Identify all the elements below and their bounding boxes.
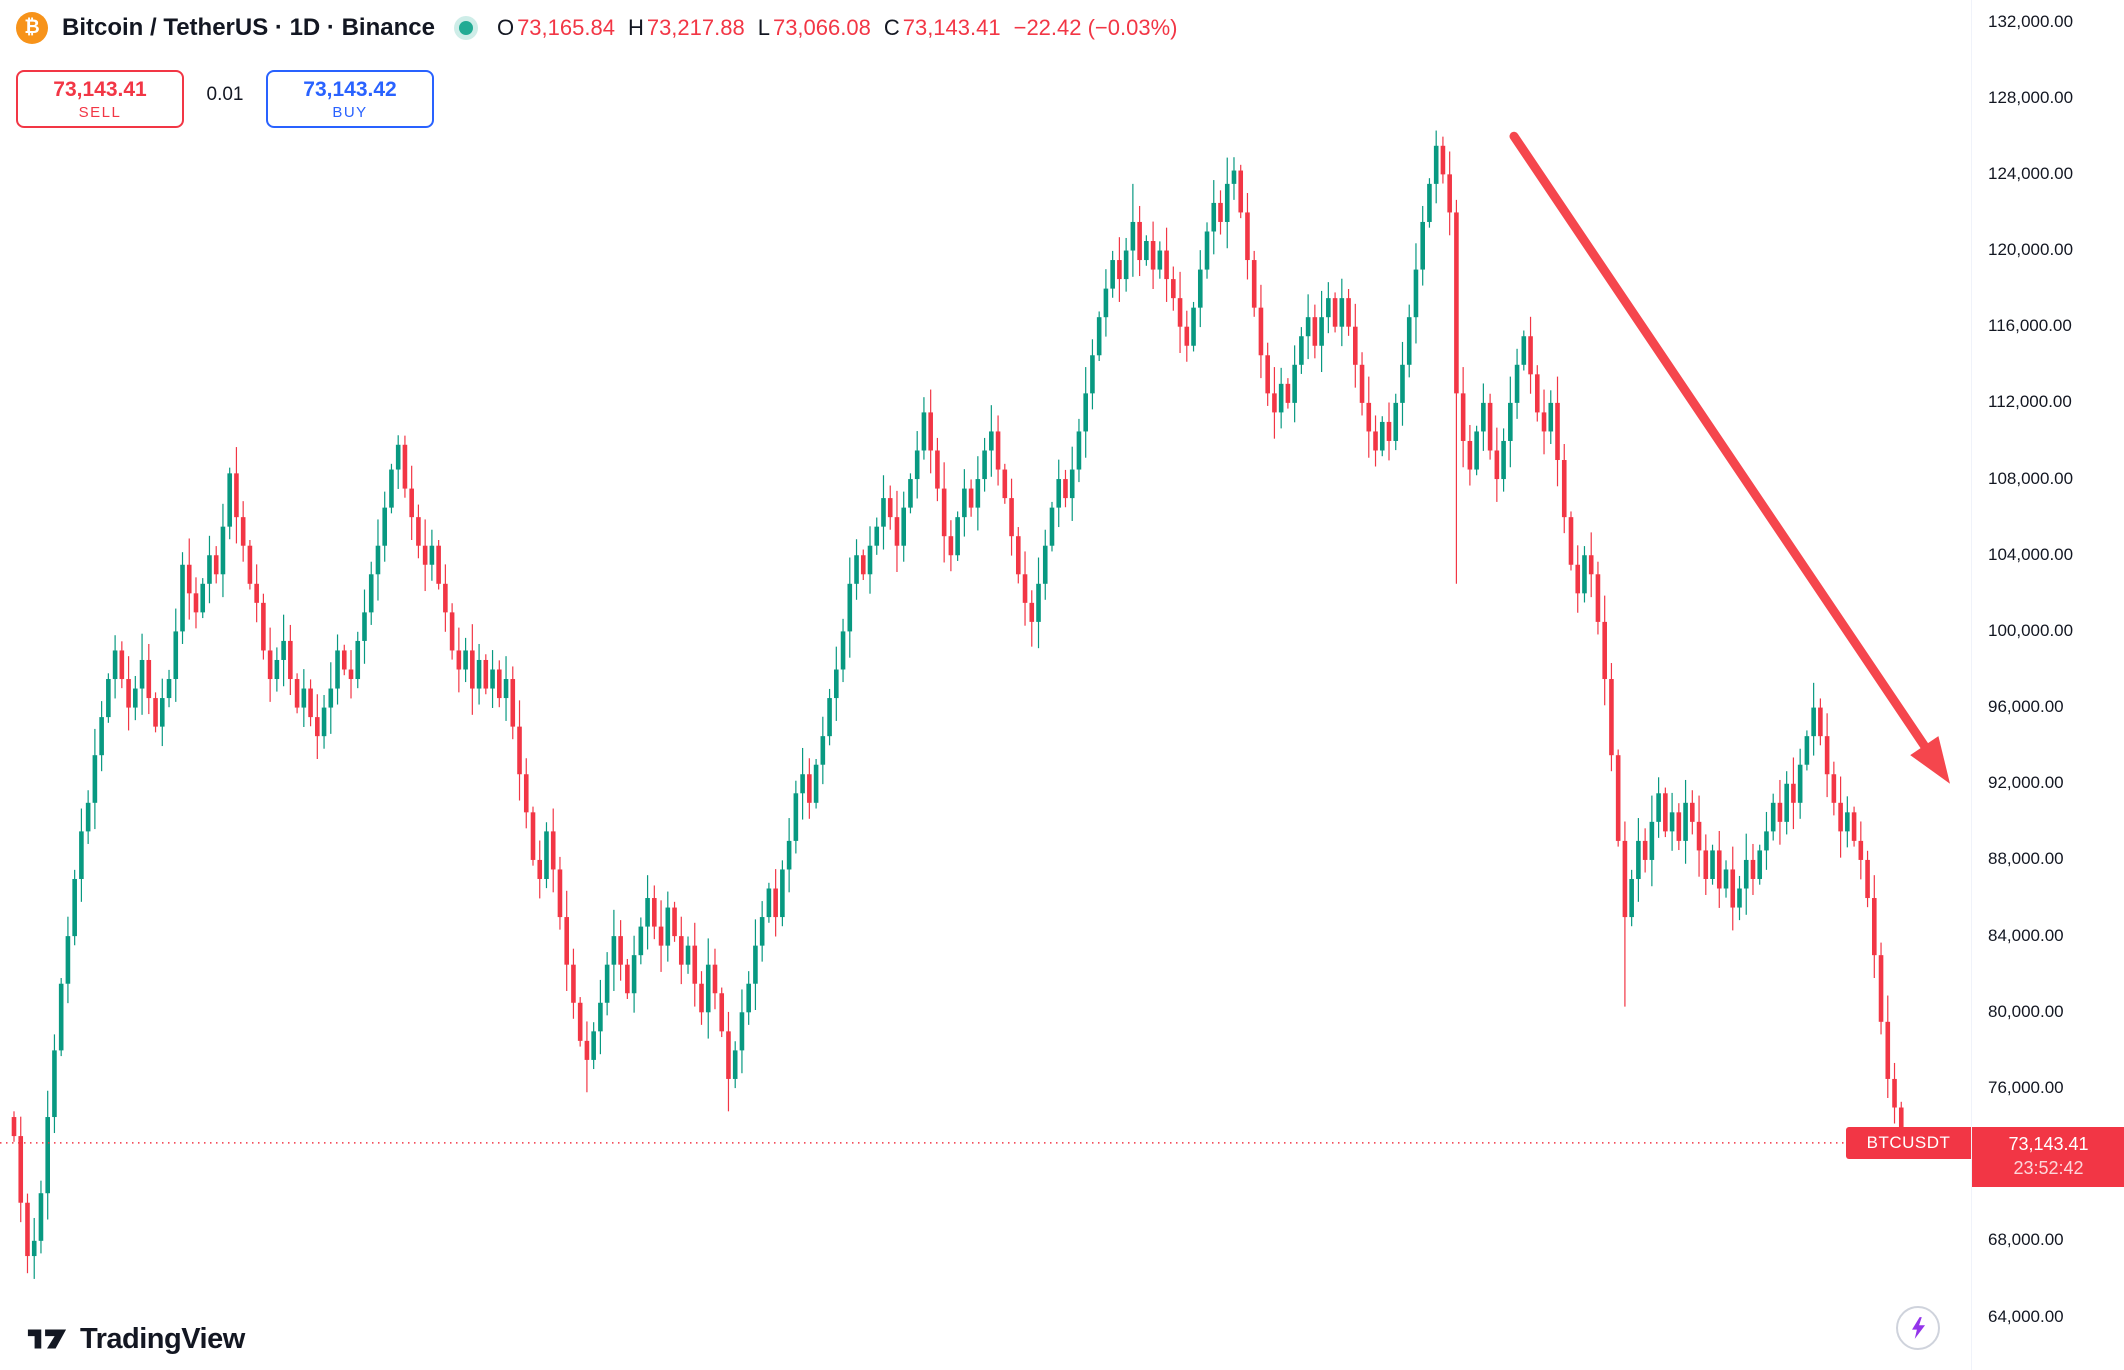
candlestick-chart (0, 130, 1950, 1279)
price-axis-label: 112,000.00 (1988, 392, 2072, 412)
price-axis-label: 96,000.00 (1988, 697, 2064, 717)
trade-buttons: 73,143.41 SELL 0.01 73,143.42 BUY (16, 70, 434, 128)
last-price-value: 73,143.41 (2008, 1134, 2089, 1155)
open-value: O 73,165.84 (496, 15, 615, 40)
sell-button[interactable]: 73,143.41 SELL (16, 70, 184, 128)
price-axis-label: 120,000.00 (1988, 240, 2074, 260)
sell-price: 73,143.41 (53, 77, 147, 101)
trend-arrow-line (1509, 131, 1933, 756)
price-axis-label: 128,000.00 (1988, 87, 2074, 107)
price-axis-label: 132,000.00 (1988, 11, 2074, 31)
chart-canvas[interactable]: BTCUSDT (0, 0, 1971, 1370)
chart-legend: ₿ Bitcoin / TetherUS · 1D · Binance O 73… (16, 12, 1178, 44)
change-value: −22.42 (−0.03%) (1013, 15, 1178, 40)
price-axis-label: 104,000.00 (1988, 544, 2074, 564)
last-price-axis-label: 73,143.41 23:52:42 (1972, 1126, 2124, 1187)
close-value: C 73,143.41 (883, 15, 1001, 40)
price-axis-label: 124,000.00 (1988, 163, 2074, 183)
bar-countdown: 23:52:42 (2013, 1158, 2084, 1179)
market-status-dot[interactable] (458, 21, 473, 35)
price-axis[interactable]: 73,143.41 23:52:42 132,000.00 128,000.00 1… (1971, 0, 2124, 1370)
price-axis-label: 80,000.00 (1988, 1001, 2064, 1021)
boost-button[interactable] (1896, 1306, 1940, 1350)
price-axis-label: 116,000.00 (1988, 316, 2072, 336)
buy-button[interactable]: 73,143.42 BUY (266, 70, 434, 128)
lightning-icon (1912, 1317, 1926, 1339)
buy-label: BUY (332, 103, 368, 121)
price-axis-label: 68,000.00 (1988, 1230, 2064, 1250)
price-axis-label: 92,000.00 (1988, 773, 2064, 793)
low-value: L 73,066.08 (757, 15, 871, 40)
high-value: H 73,217.88 (627, 15, 745, 40)
price-axis-label: 100,000.00 (1988, 620, 2074, 640)
sell-label: SELL (78, 103, 122, 121)
price-axis-label: 88,000.00 (1988, 849, 2064, 869)
price-axis-label: 64,000.00 (1988, 1306, 2064, 1326)
spread-value: 0.01 (206, 84, 244, 105)
tradingview-logo-text: TradingView (80, 1322, 245, 1355)
price-line-symbol-tag: BTCUSDT (1846, 1126, 1971, 1159)
candles-group (11, 130, 1904, 1279)
ohlc-values: O 73,165.84 H 73,217.88 L 73,066.08 C 73… (497, 15, 1178, 41)
bitcoin-icon: ₿ (16, 12, 48, 44)
price-axis-label: 84,000.00 (1988, 925, 2064, 945)
trend-arrow-head (1910, 736, 1950, 784)
tradingview-logo-mark (27, 1329, 67, 1349)
price-axis-label: 76,000.00 (1988, 1077, 2064, 1097)
price-axis-label: 108,000.00 (1988, 468, 2074, 488)
symbol-title[interactable]: Bitcoin / TetherUS · 1D · Binance (62, 14, 435, 41)
buy-price: 73,143.42 (303, 77, 397, 101)
tradingview-logo[interactable]: TradingView (26, 1322, 245, 1356)
